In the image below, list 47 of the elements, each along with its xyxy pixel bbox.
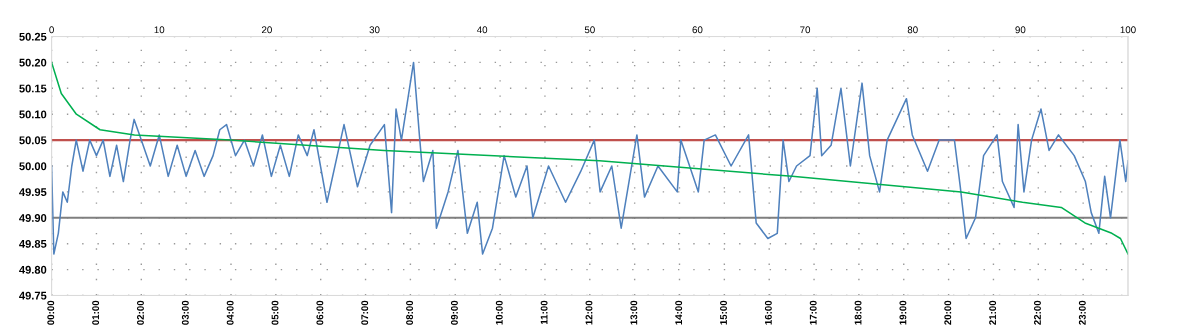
y-tick-label: 49.80 [19, 265, 47, 274]
x-tick-label: 17:00 [809, 300, 817, 325]
y-tick-label: 50.00 [19, 162, 47, 171]
x-tick-label: 08:00 [406, 300, 414, 325]
x-tick-label: 05:00 [271, 300, 279, 325]
x-tick-label: 19:00 [899, 300, 907, 325]
x-tick-label: 12:00 [585, 300, 593, 325]
y-tick-label: 49.75 [19, 291, 47, 300]
x2-tick-label: 100 [1120, 26, 1136, 34]
x2-tick-label: 40 [476, 26, 488, 34]
x2-tick-label: 90 [1015, 26, 1026, 34]
x-tick-label: 09:00 [450, 300, 458, 325]
x2-tick-label: 50 [584, 26, 595, 34]
x-tick-label: 01:00 [92, 300, 100, 325]
y-tick-label: 49.95 [19, 188, 47, 197]
x-tick-label: 21:00 [989, 300, 997, 325]
x-tick-label: 13:00 [630, 300, 638, 325]
x-tick-label: 22:00 [1034, 300, 1041, 325]
x2-tick-label: 70 [800, 26, 811, 34]
y-tick-label: 50.25 [19, 32, 47, 41]
x-tick-label: 00:00 [47, 300, 55, 325]
y-tick-label: 50.05 [19, 136, 47, 145]
x-tick-label: 11:00 [540, 300, 548, 325]
x-tick-label: 03:00 [181, 300, 189, 325]
x2-tick-label: 80 [907, 26, 918, 34]
x2-tick-label: 60 [692, 26, 703, 34]
line-series [51, 61, 1128, 255]
y-tick-label: 50.20 [19, 58, 47, 67]
x-tick-label: 20:00 [944, 300, 952, 325]
x-tick-label: 04:00 [226, 300, 234, 325]
x-tick-label: 14:00 [675, 300, 683, 325]
x-tick-label: 15:00 [720, 300, 727, 325]
x2-tick-label: 20 [261, 26, 272, 34]
x2-tick-label: 30 [369, 26, 380, 34]
x-tick-label: 07:00 [361, 300, 369, 325]
y-tick-label: 50.15 [19, 84, 47, 93]
x-tick-label: 10:00 [495, 300, 503, 325]
x-tick-label: 18:00 [854, 300, 862, 325]
x-tick-label: 02:00 [137, 300, 144, 325]
y-tick-label: 49.85 [19, 239, 47, 248]
x-tick-label: 23:00 [1078, 300, 1086, 325]
y-tick-label: 49.90 [19, 214, 47, 222]
x2-tick-label: 0 [49, 26, 54, 34]
x2-tick-label: 10 [154, 26, 165, 34]
x-tick-label: 06:00 [316, 300, 324, 325]
y-tick-label: 50.10 [19, 110, 47, 119]
x-tick-label: 16:00 [764, 300, 772, 325]
